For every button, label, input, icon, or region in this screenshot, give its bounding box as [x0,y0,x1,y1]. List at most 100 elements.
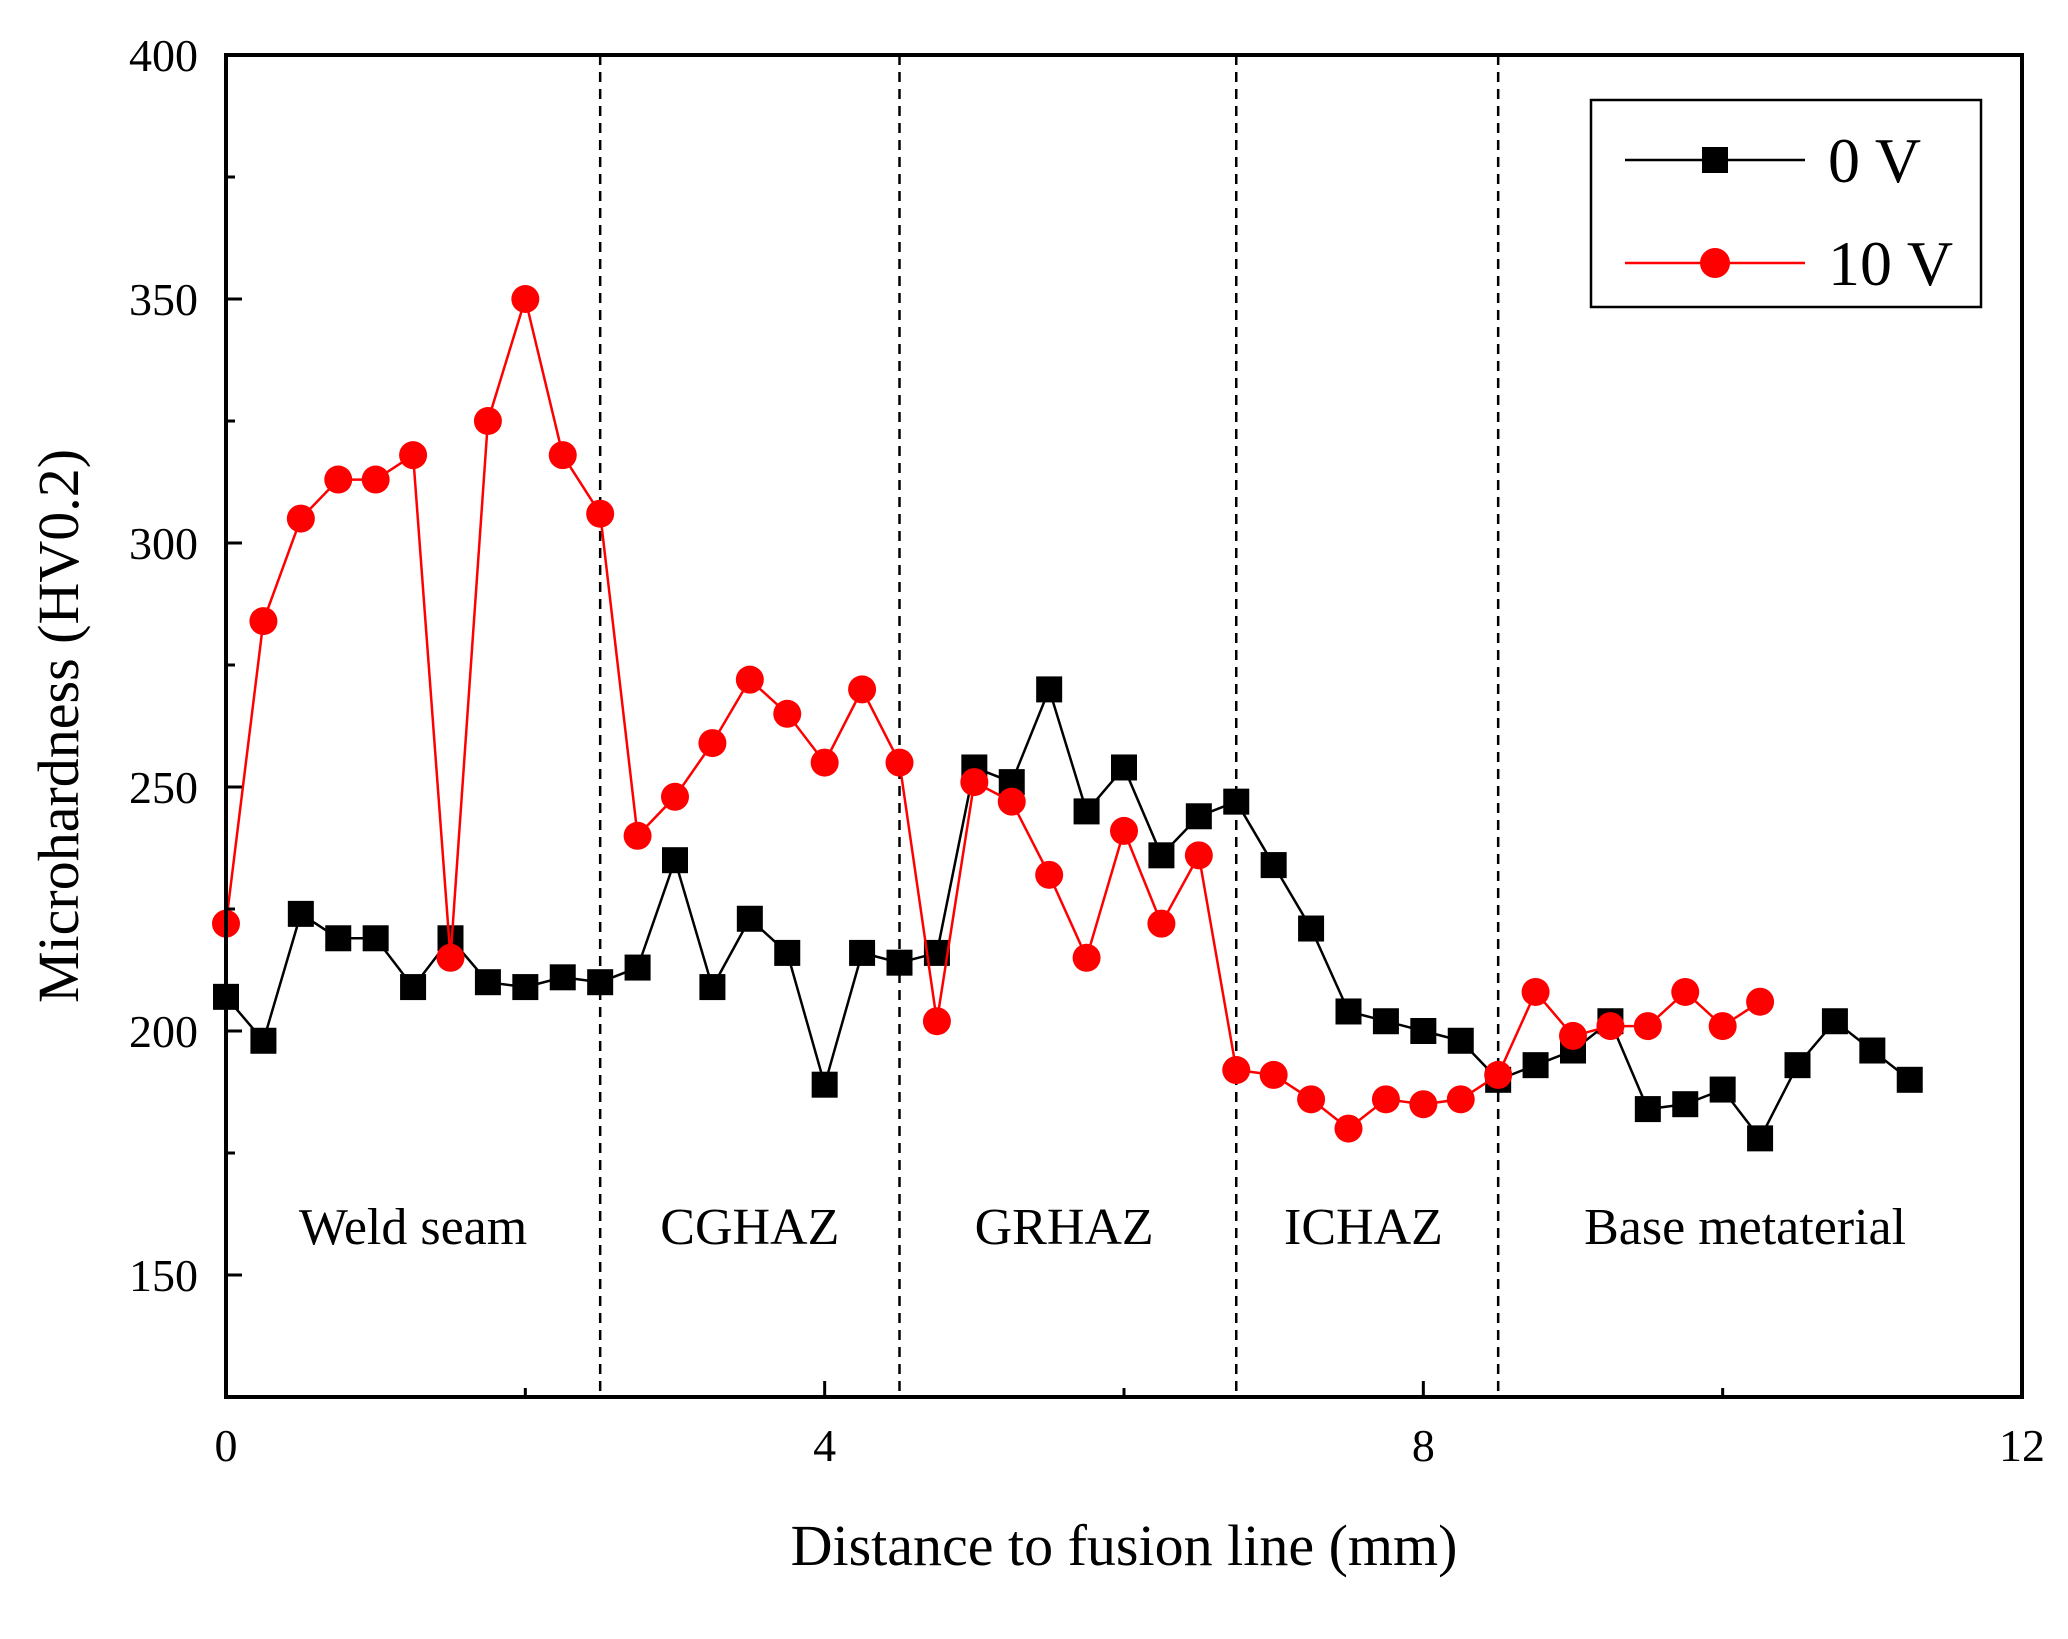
data-point [1746,987,1775,1016]
axis-ticks: 150 200 250 300 350 400 0 4 8 12 [129,30,2045,1471]
y-tick-label-200: 200 [129,1006,198,1057]
data-point [810,748,839,777]
data-point [1371,1085,1400,1114]
data-point [736,905,763,932]
data-point [1671,977,1700,1006]
data-point [1035,860,1064,889]
data-point [885,748,914,777]
series-2 [212,285,1775,1143]
data-point [1446,1085,1475,1114]
data-point [399,441,428,470]
region-label-1: Weld seam [299,1199,527,1256]
x-axis-label: Distance to fusion line (mm) [791,1513,1458,1578]
data-point [1223,788,1250,815]
legend-marker [1702,147,1728,173]
data-point [886,949,913,976]
data-point [1111,754,1137,781]
data-point [1147,909,1176,938]
data-point [960,768,989,797]
data-point [1596,1012,1625,1041]
data-point [1335,998,1362,1025]
data-point [1036,676,1063,703]
data-point [1073,798,1100,825]
data-point [1410,1018,1437,1044]
data-point [1709,1076,1736,1103]
data-point [1409,1090,1438,1119]
data-point [774,939,801,966]
series-layer [212,285,1923,1152]
region-label-4: ICHAZ [1284,1199,1443,1256]
data-point [1185,803,1212,830]
region-labels: Weld seam CGHAZ GRHAZ ICHAZ Base metaterial [299,1199,1906,1256]
data-point [512,974,539,1001]
data-point [511,285,540,313]
x-tick-label-0: 0 [215,1420,238,1471]
data-point [474,969,501,996]
data-point [1447,1027,1474,1054]
data-point [362,925,389,952]
data-point [586,499,615,528]
data-point [1298,915,1325,942]
data-point [1072,943,1101,972]
data-point [549,964,576,991]
data-point [324,465,353,494]
data-point [811,1071,838,1098]
data-point [698,729,727,758]
data-point [1821,1008,1848,1035]
data-point [1334,1114,1363,1143]
y-tick-label-250: 250 [129,762,198,813]
y-axis-label: Microhardness (HV0.2) [26,449,91,1003]
legend-entry-2: 10 V [1625,228,1953,299]
data-point [325,925,352,952]
data-point [250,1027,277,1054]
data-point [1484,1060,1513,1089]
data-point [1672,1091,1699,1118]
data-point [1297,1085,1326,1114]
data-point [1559,1021,1587,1050]
data-point [1222,1056,1251,1085]
data-point [1708,1012,1737,1041]
data-point [1522,1052,1549,1079]
legend-box [1589,98,1983,309]
data-point [1260,852,1287,879]
region-label-5: Base metaterial [1584,1199,1906,1256]
data-point [662,847,688,874]
data-point [922,1007,951,1036]
legend-marker [1700,248,1730,278]
series-line-1 [225,685,1911,1141]
series-line-2 [224,294,1761,1131]
data-point [699,974,726,1001]
data-point [735,665,764,694]
legend: 0 V 10 V [1589,98,1983,309]
x-tick-label-8: 8 [1412,1420,1435,1471]
region-boundaries [598,55,1500,1397]
legend-entry-1: 0 V [1625,125,1921,196]
data-point [624,954,651,981]
data-point [1784,1052,1811,1079]
data-point [997,787,1026,816]
data-point [361,465,390,494]
data-point [1521,977,1550,1006]
data-point [548,441,577,470]
region-label-3: GRHAZ [975,1199,1154,1256]
data-point [1372,1008,1399,1035]
data-point [1259,1060,1288,1089]
legend-label: 10 V [1828,228,1953,299]
data-point [286,504,315,533]
data-point [436,943,465,972]
data-point [287,900,314,927]
data-point [587,969,614,996]
x-tick-label-4: 4 [813,1420,836,1471]
data-point [1896,1066,1923,1093]
data-point [1634,1096,1661,1123]
series-1 [213,676,1923,1152]
data-point [1633,1012,1662,1041]
region-label-2: CGHAZ [660,1199,839,1256]
data-point [661,782,689,811]
data-point [1859,1037,1886,1064]
data-point [848,675,877,704]
legend-label: 0 V [1828,125,1921,196]
data-point [1110,816,1138,845]
data-point [849,939,876,966]
